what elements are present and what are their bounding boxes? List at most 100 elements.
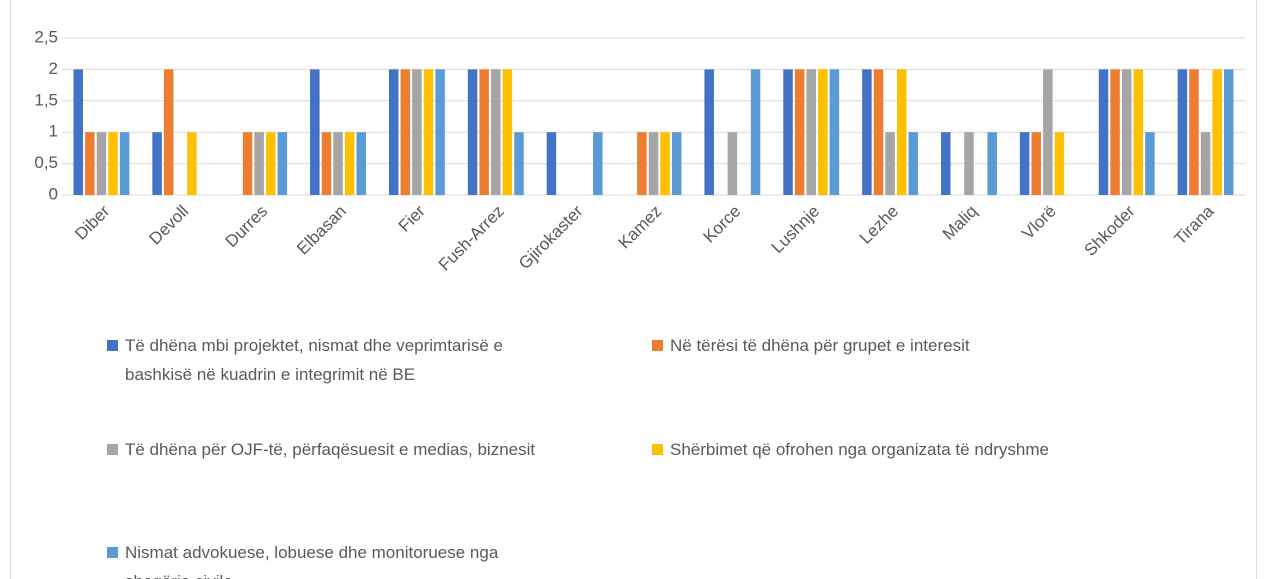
bar <box>400 69 411 195</box>
legend-swatch <box>652 444 663 455</box>
bar <box>266 132 276 195</box>
bar <box>546 132 557 195</box>
x-tick-label: Vlorë <box>1018 202 1059 243</box>
x-tick-label: Devoll <box>145 202 192 249</box>
bar <box>108 132 118 195</box>
chart-border <box>10 0 1257 579</box>
bar <box>885 132 895 195</box>
bar <box>660 132 670 195</box>
bar <box>1043 69 1053 195</box>
bar <box>1054 132 1065 195</box>
bar <box>187 132 197 195</box>
bar <box>1189 69 1199 195</box>
y-tick-label: 1 <box>49 122 58 141</box>
bar <box>1224 69 1234 195</box>
legend-label: Në tërësi të dhëna për grupet e interesi… <box>670 336 970 355</box>
bar <box>1177 69 1188 195</box>
legend-label: Të dhëna për OJF-të, përfaqësuesit e med… <box>125 440 536 459</box>
x-tick-label: Fush-Arrez <box>435 202 508 275</box>
bar <box>152 132 162 195</box>
x-tick-label: Kamez <box>615 202 666 253</box>
bar <box>896 69 907 195</box>
bar <box>502 69 513 195</box>
bar <box>704 69 714 195</box>
bar <box>514 132 524 195</box>
bar <box>163 69 174 195</box>
legend-swatch <box>107 547 118 558</box>
legend-swatch <box>107 340 118 351</box>
x-tick-label: Elbasan <box>293 202 350 259</box>
x-tick-label: Lushnje <box>768 202 824 258</box>
legend-item: Nismat advokuese, lobuese dhe monitorues… <box>107 538 505 579</box>
bar <box>73 69 83 195</box>
bar <box>794 69 805 195</box>
x-tick-label: Durres <box>222 202 272 252</box>
bar <box>593 132 603 195</box>
legend-item: Shërbimet që ofrohen nga organizata të n… <box>652 435 1230 464</box>
x-tick-label: Diber <box>71 201 113 243</box>
bar <box>783 69 793 195</box>
bar <box>423 69 434 195</box>
bar <box>1031 132 1041 195</box>
bar <box>750 69 761 195</box>
bar <box>648 132 659 195</box>
bar <box>671 132 682 195</box>
bar <box>1098 69 1109 195</box>
y-tick-label: 2,5 <box>34 27 58 46</box>
bar <box>908 132 919 195</box>
bar <box>467 69 478 195</box>
bar <box>727 132 738 195</box>
y-tick-label: 2 <box>49 59 58 78</box>
bar <box>479 69 489 195</box>
bar <box>96 132 107 195</box>
bar <box>85 132 95 195</box>
bar <box>964 132 974 195</box>
bar <box>344 132 355 195</box>
bar <box>818 69 828 195</box>
bar <box>941 132 951 195</box>
x-tick-label: Gjirokaster <box>515 201 587 273</box>
bar <box>1212 69 1222 195</box>
legend-label: Nismat advokuese, lobuese dhe monitorues… <box>125 543 499 579</box>
bar <box>1200 132 1211 195</box>
bar <box>1121 69 1132 195</box>
legend-label: Shërbimet që ofrohen nga organizata të n… <box>670 440 1049 459</box>
x-tick-label: Lezhe <box>856 202 902 248</box>
bar <box>829 69 840 195</box>
bar <box>412 69 422 195</box>
bar <box>862 69 872 195</box>
legend-label: Të dhëna mbi projektet, nismat dhe vepri… <box>125 336 503 384</box>
bar <box>310 69 320 195</box>
bar <box>806 69 816 195</box>
bar <box>333 132 343 195</box>
x-tick-label: Maliq <box>939 202 981 244</box>
bar <box>1110 69 1120 195</box>
legend-item: Të dhëna mbi projektet, nismat dhe vepri… <box>107 331 505 389</box>
bar <box>491 69 501 195</box>
x-tick-label: Shkoder <box>1080 201 1138 259</box>
legend-swatch <box>107 444 118 455</box>
bar <box>1133 69 1144 195</box>
legend-item: Të dhëna për OJF-të, përfaqësuesit e med… <box>107 435 665 464</box>
x-tick-label: Fier <box>395 201 429 235</box>
y-tick-label: 0 <box>49 184 58 203</box>
bar <box>242 132 253 195</box>
bar <box>873 69 884 195</box>
bar <box>277 132 288 195</box>
bar <box>435 69 445 195</box>
bar <box>321 132 332 195</box>
y-tick-label: 0,5 <box>34 153 58 172</box>
bar <box>254 132 264 195</box>
bar <box>987 132 997 195</box>
bar <box>1145 132 1155 195</box>
bar <box>637 132 647 195</box>
bar <box>388 69 399 195</box>
bar <box>1019 132 1030 195</box>
x-tick-label: Tirana <box>1170 201 1217 248</box>
bar <box>356 132 366 195</box>
y-tick-label: 1,5 <box>34 90 58 109</box>
legend-swatch <box>652 340 663 351</box>
legend-item: Në tërësi të dhëna për grupet e interesi… <box>652 331 1230 360</box>
